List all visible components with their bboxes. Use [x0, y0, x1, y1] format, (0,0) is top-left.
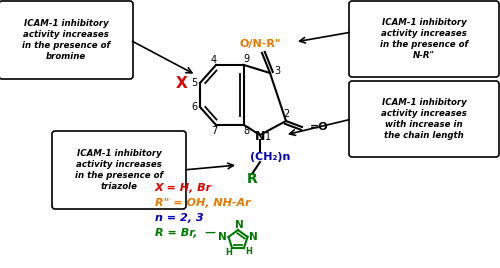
- Text: N: N: [234, 220, 244, 230]
- Text: ICAM-1 inhibitory
activity increases
with increase in
the chain length: ICAM-1 inhibitory activity increases wit…: [381, 98, 467, 140]
- Text: ICAM-1 inhibitory
activity increases
in the presence of
bromine: ICAM-1 inhibitory activity increases in …: [22, 19, 110, 61]
- Text: 1: 1: [265, 132, 271, 142]
- FancyBboxPatch shape: [349, 81, 499, 157]
- Text: N: N: [249, 232, 258, 242]
- Text: (CH₂)n: (CH₂)n: [250, 152, 290, 162]
- Text: H: H: [246, 247, 252, 256]
- Text: X = H, Br: X = H, Br: [155, 183, 212, 193]
- Text: 5: 5: [191, 78, 197, 88]
- FancyBboxPatch shape: [52, 131, 186, 209]
- Text: 9: 9: [243, 54, 249, 64]
- Text: 3: 3: [274, 66, 280, 76]
- Text: R: R: [246, 172, 258, 186]
- FancyBboxPatch shape: [0, 1, 133, 79]
- Text: H: H: [226, 248, 232, 256]
- Text: ICAM-1 inhibitory
activity increases
in the presence of
N-R": ICAM-1 inhibitory activity increases in …: [380, 18, 468, 60]
- Text: 2: 2: [283, 109, 289, 119]
- Text: X: X: [176, 76, 188, 91]
- Text: 8: 8: [243, 126, 249, 136]
- Text: =O: =O: [310, 122, 328, 132]
- Text: R = Br,  —: R = Br, —: [155, 228, 216, 238]
- Text: O/N-R": O/N-R": [240, 39, 281, 49]
- Text: 6: 6: [191, 102, 197, 112]
- Text: N: N: [255, 129, 265, 143]
- Text: 4: 4: [211, 55, 217, 65]
- Text: ICAM-1 inhibitory
activity increases
in the presence of
triazole: ICAM-1 inhibitory activity increases in …: [75, 149, 163, 191]
- FancyBboxPatch shape: [349, 1, 499, 77]
- Text: 7: 7: [211, 126, 217, 136]
- Text: N: N: [218, 232, 227, 242]
- Text: n = 2, 3: n = 2, 3: [155, 213, 204, 223]
- Text: R" = OH, NH-Ar: R" = OH, NH-Ar: [155, 198, 250, 208]
